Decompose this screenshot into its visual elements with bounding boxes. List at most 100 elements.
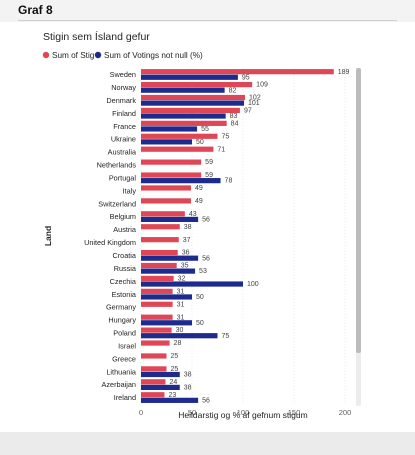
bar-series-0[interactable] (141, 340, 170, 346)
y-tick-label: Poland (113, 329, 136, 338)
bar-series-0[interactable] (141, 275, 174, 282)
data-label-series-0: 84 (231, 120, 239, 127)
bar-series-0[interactable] (141, 314, 173, 320)
data-label-series-1: 83 (230, 113, 238, 120)
data-label-series-0: 25 (171, 366, 179, 373)
y-tick-label: Australia (108, 148, 137, 157)
data-label-series-1: 38 (184, 385, 192, 392)
bar-series-0[interactable] (141, 198, 191, 204)
data-label-series-1: 53 (199, 268, 207, 275)
x-tick-label: 150 (288, 408, 301, 417)
data-label-series-0: 43 (189, 211, 197, 218)
bar-series-0[interactable] (141, 185, 191, 191)
data-label-series-0: 102 (249, 95, 261, 102)
bar-series-0[interactable] (141, 172, 202, 178)
x-tick-label: 100 (237, 408, 250, 417)
bar-series-1[interactable] (141, 397, 199, 403)
data-label-series-0: 71 (217, 146, 225, 153)
bar-series-1[interactable] (141, 126, 198, 132)
data-label-series-1: 100 (247, 281, 259, 288)
bar-series-1[interactable] (141, 139, 192, 145)
legend-label-series-0: Sum of Stig (52, 51, 95, 60)
data-label-series-1: 50 (196, 139, 204, 146)
bar-series-0[interactable] (141, 301, 173, 307)
y-tick-label: United Kingdom (84, 238, 136, 247)
bar-series-1[interactable] (141, 87, 225, 93)
bar-series-0[interactable] (141, 81, 253, 88)
x-axis-title: Heildarstig og % af gefnum stigum (178, 410, 307, 420)
data-label-series-0: 31 (177, 301, 185, 308)
data-label-series-1: 56 (202, 255, 210, 262)
bar-series-1[interactable] (141, 320, 192, 326)
bar-series-0[interactable] (141, 120, 227, 126)
bar-series-1[interactable] (141, 384, 180, 391)
bar-series-0[interactable] (141, 211, 185, 217)
y-axis-labels: Sweden Norway Denmark Finland France Ukraine A… (84, 70, 137, 402)
data-label-series-0: 37 (183, 237, 191, 244)
bar-series-0[interactable] (141, 288, 173, 294)
x-tick-label: 0 (139, 408, 143, 417)
data-label-series-0: 36 (182, 250, 190, 257)
data-label-series-0: 38 (184, 224, 192, 231)
bar-series-0[interactable] (141, 146, 214, 152)
y-tick-label: Denmark (106, 96, 136, 105)
data-label-series-0: 49 (195, 185, 203, 192)
bar-series-0[interactable] (141, 392, 165, 398)
y-tick-label: Belgium (110, 212, 136, 221)
bar-series-1[interactable] (141, 178, 221, 184)
bar-series-1[interactable] (141, 255, 199, 261)
data-label-series-1: 38 (184, 372, 192, 379)
bar-series-0[interactable] (141, 249, 178, 256)
bar-series-0[interactable] (141, 133, 218, 139)
y-tick-label: Lithuania (106, 367, 137, 376)
data-label-series-0: 109 (256, 82, 268, 89)
y-tick-label: Azerbaijan (102, 380, 136, 389)
bar-series-0[interactable] (141, 107, 240, 114)
bar-series-1[interactable] (141, 333, 218, 339)
x-tick-label: 200 (339, 408, 352, 417)
data-label-series-1: 82 (229, 87, 237, 94)
bar-series-1[interactable] (141, 294, 192, 300)
x-axis-labels: 0 50 100 150 200 (139, 408, 351, 417)
chart-title: Stigin sem Ísland gefur (43, 30, 150, 43)
data-label-series-1: 56 (202, 397, 210, 404)
bar-series-0[interactable] (141, 94, 246, 101)
bar-series-1[interactable] (141, 100, 245, 106)
data-label-series-1: 56 (202, 217, 210, 224)
data-label-series-0: 59 (205, 159, 213, 166)
data-label-series-0: 32 (178, 276, 186, 283)
y-tick-label: France (113, 122, 136, 131)
bar-series-0[interactable] (141, 379, 166, 385)
bar-series-0[interactable] (141, 224, 180, 230)
bar-series-1[interactable] (141, 268, 196, 274)
data-label-series-0: 75 (222, 133, 230, 140)
bar-series-1[interactable] (141, 74, 238, 80)
data-label-series-0: 28 (174, 340, 182, 347)
bar-series-0[interactable] (141, 353, 167, 359)
data-label-series-1: 55 (201, 126, 209, 133)
bar-series-0[interactable] (141, 69, 334, 75)
y-tick-label: Greece (112, 354, 136, 363)
y-axis-title: Land (43, 226, 53, 246)
data-label-series-0: 25 (171, 353, 179, 360)
bar-series-1[interactable] (141, 371, 180, 378)
data-label-series-0: 49 (195, 198, 203, 205)
y-tick-label: Hungary (108, 316, 136, 325)
bar-series-0[interactable] (141, 159, 202, 165)
y-tick-label: Croatia (112, 251, 136, 260)
bar-series-0[interactable] (141, 237, 179, 243)
bar-series-0[interactable] (141, 327, 172, 333)
bar-series-0[interactable] (141, 262, 177, 269)
bar-series-1[interactable] (141, 113, 226, 119)
data-label-series-0: 59 (205, 172, 213, 179)
bar-series-1[interactable] (141, 281, 243, 287)
data-label-series-1: 50 (196, 294, 204, 301)
bar-series-0[interactable] (141, 366, 167, 372)
legend: Sum of Stig Sum of Votings not null (%) (42, 51, 203, 60)
bar-series-1[interactable] (141, 216, 199, 223)
bottom-band (0, 432, 415, 455)
scrollbar-thumb[interactable] (356, 68, 361, 353)
heading-divider (18, 20, 397, 21)
